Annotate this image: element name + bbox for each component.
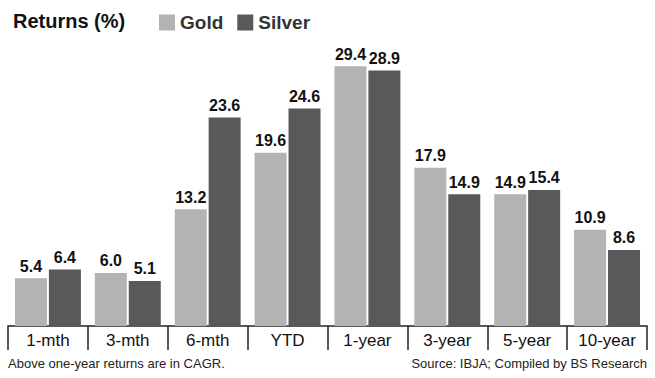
- svg-text:28.9: 28.9: [369, 50, 400, 67]
- svg-text:24.6: 24.6: [289, 88, 320, 105]
- svg-text:14.9: 14.9: [495, 174, 526, 191]
- svg-text:10.9: 10.9: [575, 209, 606, 226]
- svg-text:5.1: 5.1: [134, 260, 156, 277]
- svg-text:14.9: 14.9: [449, 174, 480, 191]
- svg-text:Gold: Gold: [180, 12, 223, 33]
- svg-text:Silver: Silver: [258, 12, 310, 33]
- svg-text:1-mth: 1-mth: [26, 331, 69, 350]
- svg-text:Above one-year returns are in: Above one-year returns are in CAGR.: [8, 356, 225, 371]
- svg-text:3-year: 3-year: [423, 331, 472, 350]
- svg-text:YTD: YTD: [271, 331, 305, 350]
- svg-text:5.4: 5.4: [20, 258, 42, 275]
- svg-text:23.6: 23.6: [209, 97, 240, 114]
- svg-text:19.6: 19.6: [255, 132, 286, 149]
- svg-text:10-year: 10-year: [578, 331, 636, 350]
- svg-text:6-mth: 6-mth: [186, 331, 229, 350]
- svg-text:15.4: 15.4: [529, 169, 560, 186]
- svg-text:13.2: 13.2: [175, 189, 206, 206]
- svg-text:Returns (%): Returns (%): [13, 10, 125, 32]
- svg-text:6.0: 6.0: [100, 252, 122, 269]
- svg-text:8.6: 8.6: [613, 229, 635, 246]
- svg-text:17.9: 17.9: [415, 147, 446, 164]
- svg-text:29.4: 29.4: [335, 46, 366, 63]
- svg-text:Source: IBJA; Compiled by BS R: Source: IBJA; Compiled by BS Research: [411, 356, 647, 371]
- svg-text:3-mth: 3-mth: [106, 331, 149, 350]
- svg-text:1-year: 1-year: [343, 331, 392, 350]
- svg-text:5-year: 5-year: [503, 331, 552, 350]
- svg-text:6.4: 6.4: [54, 249, 76, 266]
